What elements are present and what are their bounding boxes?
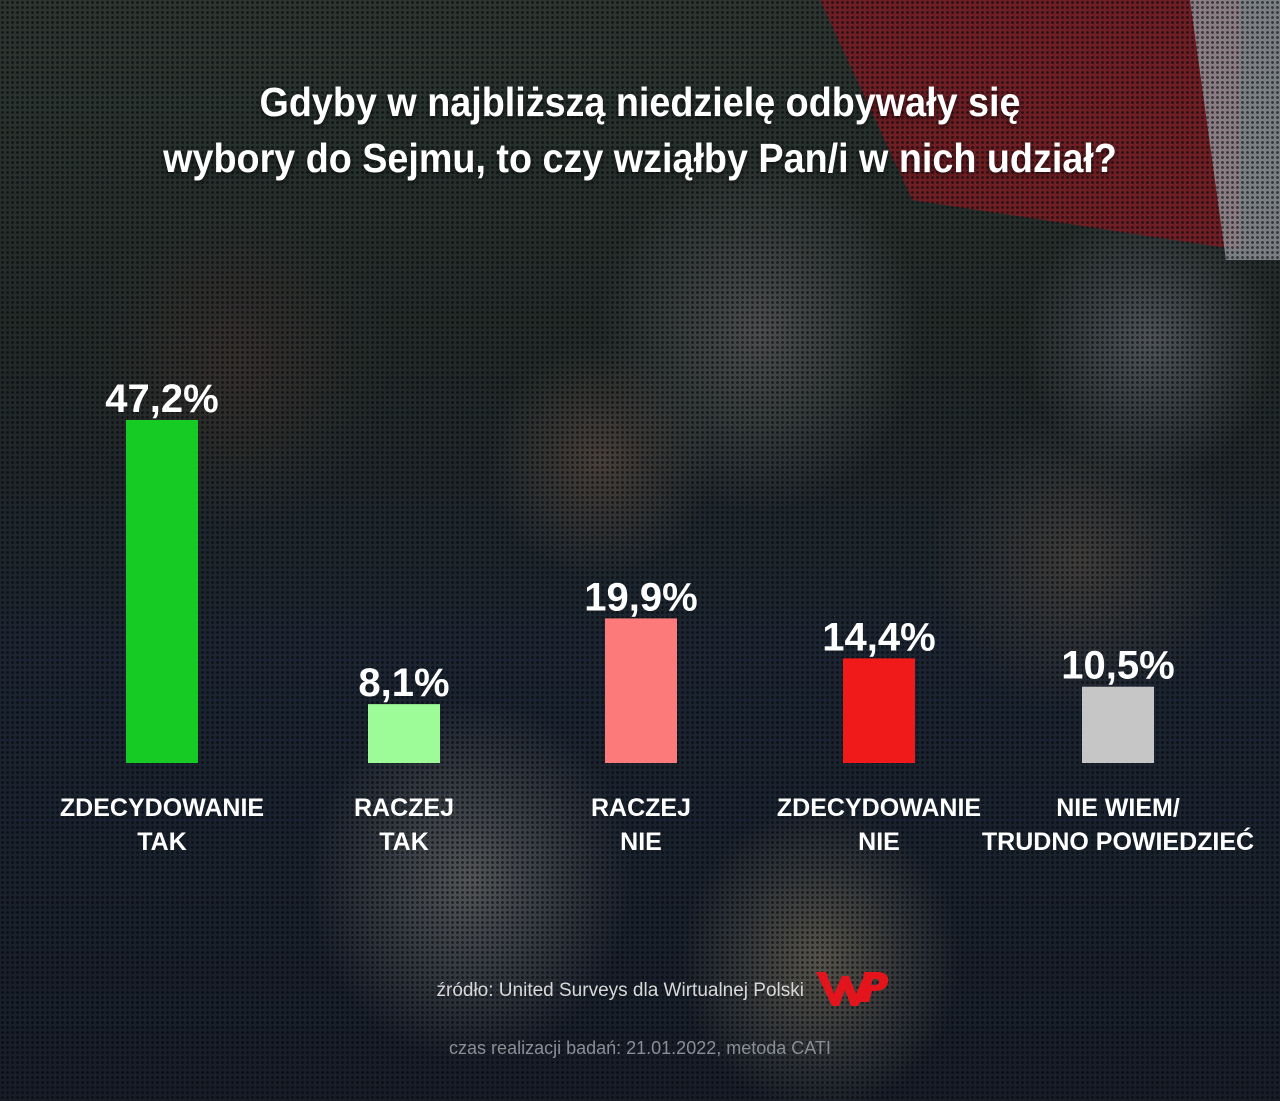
bar-value-label-1: 47,2% xyxy=(105,377,218,421)
category-label-5-line-2: TRUDNO POWIEDZIEĆ xyxy=(982,826,1254,856)
category-label-5-line-1: NIE WIEM/ xyxy=(1056,794,1180,822)
wp-logo-p xyxy=(860,972,889,1002)
bar-5 xyxy=(1082,686,1154,763)
bar-value-label-4: 14,4% xyxy=(822,615,935,659)
bar-2 xyxy=(368,704,440,763)
category-label-1-line-1: ZDECYDOWANIE xyxy=(60,794,264,822)
category-label-3-line-1: RACZEJ xyxy=(591,794,691,822)
category-label-4-line-1: ZDECYDOWANIE xyxy=(777,794,981,822)
category-label-2-line-2: TAK xyxy=(379,828,429,856)
bar-3 xyxy=(605,618,677,763)
survey-date-note: czas realizacji badań: 21.01.2022, metod… xyxy=(449,1038,831,1058)
category-label-3-line-2: NIE xyxy=(620,828,662,856)
chart-title: Gdyby w najbliższą niedzielę odbywały si… xyxy=(88,74,1192,186)
bar-value-label-3: 19,9% xyxy=(584,575,697,619)
chart-title-line-2: wybory do Sejmu, to czy wziąłby Pan/i w … xyxy=(163,135,1117,181)
bar-value-label-2: 8,1% xyxy=(358,661,449,705)
chart-title-line-1: Gdyby w najbliższą niedzielę odbywały si… xyxy=(259,79,1021,125)
category-label-2-line-1: RACZEJ xyxy=(354,794,454,822)
bar-value-label-5: 10,5% xyxy=(1061,644,1174,688)
wp-logo-w xyxy=(816,972,870,1006)
source-note: źródło: United Surveys dla Wirtualnej Po… xyxy=(436,980,805,1001)
wp-logo xyxy=(816,972,889,1006)
bar-4 xyxy=(843,658,915,763)
category-label-1-line-2: TAK xyxy=(137,828,187,856)
bar-1 xyxy=(126,420,198,763)
category-label-4-line-2: NIE xyxy=(858,828,900,856)
